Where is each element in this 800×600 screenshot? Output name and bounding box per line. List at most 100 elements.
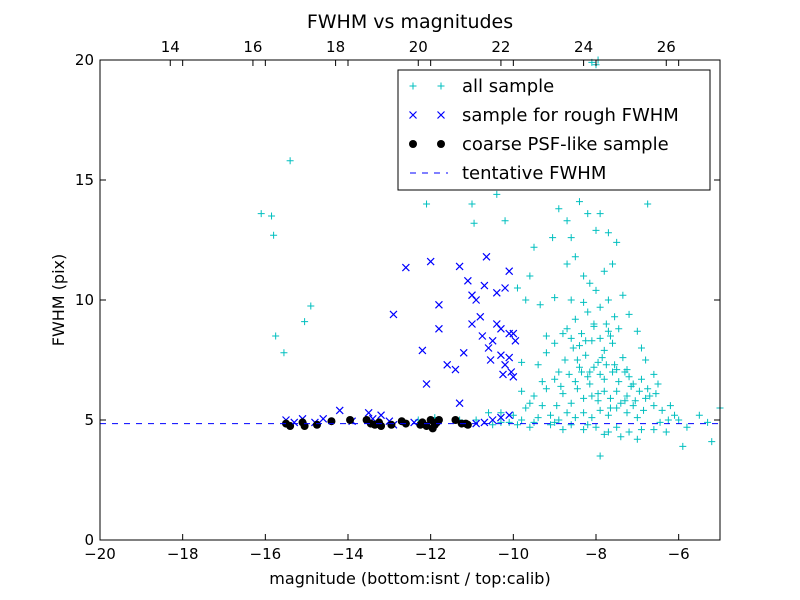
all-sample-point xyxy=(617,399,625,407)
coarse-psf-point xyxy=(346,416,355,424)
all-sample-point xyxy=(604,411,612,419)
all-sample-point xyxy=(650,426,658,434)
all-sample-point xyxy=(594,358,602,366)
all-sample-point xyxy=(513,421,521,429)
legend-marker xyxy=(437,140,445,148)
x-tick-label: −20 xyxy=(84,545,116,563)
legend-marker xyxy=(437,111,445,119)
all-sample-point xyxy=(501,217,509,225)
y-axis-label: FWHM (pix) xyxy=(49,254,68,347)
rough-fwhm-point xyxy=(505,353,514,362)
x-axis-label: magnitude (bottom:isnt / top:calib) xyxy=(269,569,550,588)
all-sample-point xyxy=(549,234,557,242)
all-sample-point xyxy=(652,390,660,398)
all-sample-point xyxy=(633,327,641,335)
all-sample-point xyxy=(617,433,625,441)
all-sample-point xyxy=(423,200,431,208)
all-sample-point xyxy=(600,387,608,395)
legend-marker xyxy=(409,111,417,119)
all-sample-point xyxy=(575,342,583,350)
all-sample-point xyxy=(555,205,563,213)
all-sample-point xyxy=(658,406,666,414)
x-tick-label: −10 xyxy=(498,545,530,563)
rough-fwhm-point xyxy=(463,276,472,285)
all-sample-point xyxy=(567,234,575,242)
all-sample-point xyxy=(613,423,621,431)
x-tick-label: −6 xyxy=(668,545,690,563)
all-sample-point xyxy=(584,373,592,381)
legend-marker xyxy=(409,140,417,148)
legend-entry: tentative FWHM xyxy=(410,163,606,184)
coarse-psf-point xyxy=(451,416,460,424)
rough-fwhm-point xyxy=(364,408,373,417)
all-sample-point xyxy=(530,418,538,426)
all-sample-point xyxy=(575,198,583,206)
all-sample-point xyxy=(679,442,687,450)
all-sample-point xyxy=(534,414,542,422)
series-2 xyxy=(282,252,520,429)
top-x-tick-label: 26 xyxy=(657,38,676,56)
all-sample-point xyxy=(631,397,639,405)
all-sample-point xyxy=(582,337,590,345)
coarse-psf-point xyxy=(434,416,443,424)
axes: −20 −18 −16 −14 −12 −10 −8 −6 0 5 10 15 20 14 16 18 20 22… xyxy=(75,38,720,563)
all-sample-point xyxy=(613,238,621,246)
all-sample-point xyxy=(542,385,550,393)
rough-fwhm-point xyxy=(480,281,489,290)
all-sample-point xyxy=(600,375,608,383)
all-sample-point xyxy=(609,339,617,347)
rough-fwhm-point xyxy=(435,300,443,309)
all-sample-point xyxy=(708,438,716,446)
all-sample-point xyxy=(584,308,592,316)
all-sample-point xyxy=(640,406,648,414)
y-tick-label: 20 xyxy=(75,51,94,69)
all-sample-point xyxy=(625,310,633,318)
legend-entry: coarse PSF-like sample xyxy=(409,134,669,155)
y-tick-label: 0 xyxy=(84,531,94,549)
rough-fwhm-point xyxy=(435,324,443,333)
all-sample-point xyxy=(563,409,571,417)
all-sample-point xyxy=(551,294,559,302)
all-sample-point xyxy=(602,361,610,369)
all-sample-point xyxy=(580,409,588,417)
rough-fwhm-point xyxy=(505,411,514,420)
all-sample-point xyxy=(613,404,621,412)
all-sample-point xyxy=(600,430,608,438)
chart-title: FWHM vs magnitudes xyxy=(307,11,513,33)
y-tick-label: 5 xyxy=(84,411,94,429)
all-sample-point xyxy=(538,402,546,410)
all-sample-point xyxy=(644,200,652,208)
all-sample-point xyxy=(542,349,550,357)
all-sample-point xyxy=(526,272,534,280)
rough-fwhm-point xyxy=(389,310,398,319)
all-sample-point xyxy=(573,385,581,393)
all-sample-point xyxy=(555,416,563,424)
rough-fwhm-point xyxy=(418,346,427,355)
rough-fwhm-point xyxy=(488,416,497,424)
top-x-tick-label: 24 xyxy=(574,38,593,56)
legend-marker xyxy=(437,82,445,90)
all-sample-point xyxy=(530,243,538,251)
all-sample-point xyxy=(530,392,538,400)
rough-fwhm-point xyxy=(476,312,485,321)
all-sample-point xyxy=(611,361,619,369)
rough-fwhm-point xyxy=(459,348,468,357)
plot-data xyxy=(100,56,724,460)
all-sample-point xyxy=(609,260,617,268)
all-sample-point xyxy=(555,368,563,376)
all-sample-point xyxy=(578,330,586,338)
all-sample-point xyxy=(598,354,606,362)
all-sample-point xyxy=(644,385,652,393)
top-x-tick-label: 18 xyxy=(326,38,345,56)
rough-fwhm-point xyxy=(443,360,452,369)
all-sample-point xyxy=(629,402,637,410)
all-sample-point xyxy=(571,253,579,261)
all-sample-point xyxy=(272,332,280,340)
all-sample-point xyxy=(567,296,575,304)
all-sample-point xyxy=(286,157,294,165)
all-sample-point xyxy=(619,291,627,299)
all-sample-point xyxy=(559,330,567,338)
all-sample-point xyxy=(683,423,691,431)
all-sample-point xyxy=(615,378,623,386)
top-x-tick-label: 22 xyxy=(491,38,510,56)
